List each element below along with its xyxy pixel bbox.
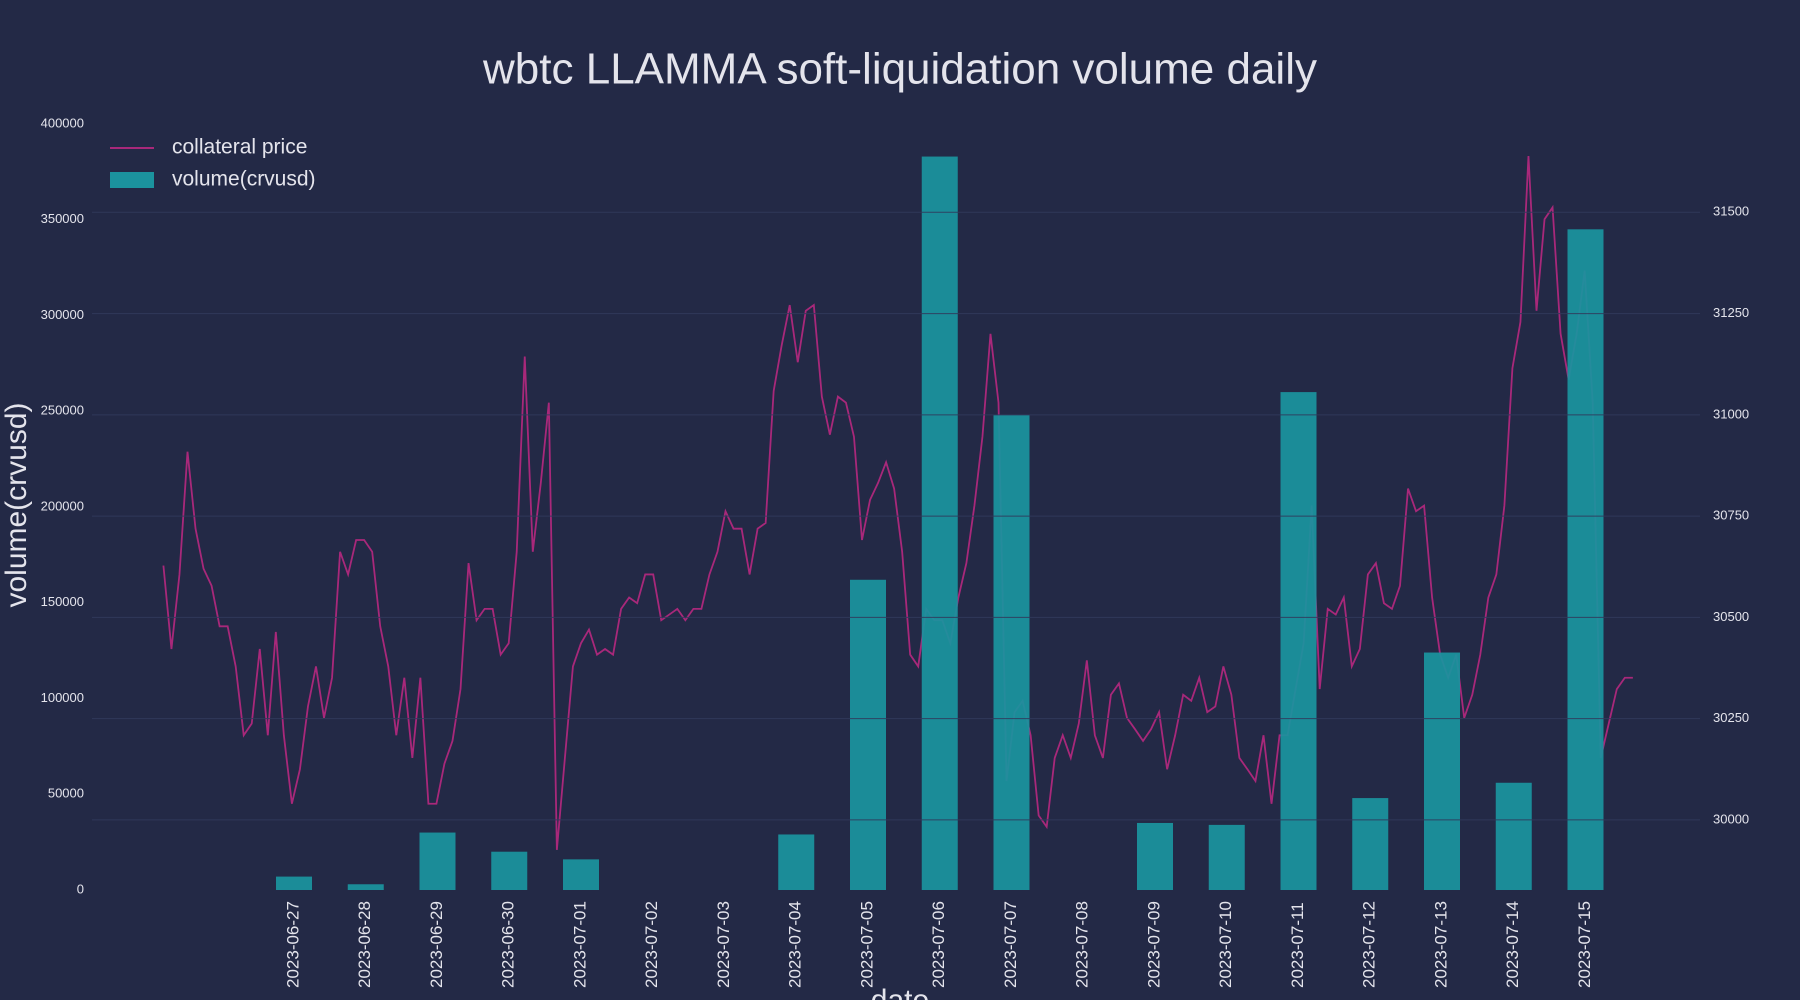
x-tick-label: 2023-07-06 (929, 901, 948, 988)
chart-title: wbtc LLAMMA soft-liquidation volume dail… (482, 45, 1317, 94)
x-tick-label: 2023-06-27 (283, 901, 302, 988)
bar (921, 156, 958, 890)
y-tick-label: 200000 (41, 498, 84, 513)
bar (850, 579, 886, 890)
y-tick-label: 50000 (48, 786, 84, 801)
x-axis-label: date (871, 984, 929, 1000)
y-tick-label: 250000 (41, 403, 84, 418)
y2-tick-label: 31250 (1713, 305, 1749, 320)
bar (993, 415, 1030, 890)
y-tick-label: 0 (77, 881, 84, 896)
y-tick-label: 100000 (41, 690, 84, 705)
x-tick-label: 2023-07-11 (1288, 902, 1307, 988)
bar (276, 876, 312, 890)
x-tick-label: 2023-07-05 (857, 901, 876, 988)
x-tick-label: 2023-07-02 (642, 901, 661, 988)
bar (1137, 822, 1173, 890)
bar (1280, 392, 1317, 890)
x-tick-label: 2023-07-13 (1431, 901, 1450, 988)
y-axis-label: volume(crvusd) (0, 402, 33, 607)
y2-tick-label: 30250 (1713, 710, 1749, 725)
x-tick-label: 2023-06-28 (355, 901, 374, 988)
x-tick-label: 2023-07-04 (786, 901, 805, 988)
bar (563, 859, 599, 890)
bar (1424, 652, 1460, 890)
x-tick-label: 2023-07-15 (1575, 901, 1594, 988)
x-tick-label: 2023-07-03 (714, 901, 733, 988)
y-tick-label: 300000 (41, 307, 84, 322)
y2-tick-label: 30000 (1713, 811, 1749, 826)
legend-label: volume(crvusd) (172, 168, 316, 191)
legend-label: collateral price (172, 136, 307, 159)
x-tick-label: 2023-07-09 (1144, 901, 1163, 988)
y-tick-label: 400000 (41, 115, 84, 130)
y2-tick-label: 30750 (1713, 508, 1749, 523)
y2-tick-label: 31000 (1713, 406, 1749, 421)
bar (778, 834, 815, 890)
bar (1495, 782, 1532, 890)
y-tick-label: 150000 (41, 594, 84, 609)
x-tick-label: 2023-07-14 (1503, 901, 1522, 988)
bar (347, 884, 384, 890)
y2-tick-label: 30500 (1713, 609, 1749, 624)
x-tick-label: 2023-07-10 (1216, 901, 1235, 988)
bar (1208, 824, 1245, 890)
x-tick-label: 2023-07-01 (570, 901, 589, 988)
x-tick-label: 2023-07-08 (1073, 901, 1092, 988)
bar (1352, 798, 1389, 890)
price-line (162, 155, 1633, 850)
x-tick-label: 2023-06-30 (499, 901, 518, 988)
legend-swatch (110, 172, 154, 188)
bar (491, 851, 528, 890)
x-tick-label: 2023-07-07 (1001, 901, 1020, 988)
y2-tick-label: 31500 (1713, 204, 1749, 219)
y-tick-label: 350000 (41, 211, 84, 226)
bar (1567, 229, 1604, 890)
x-tick-label: 2023-07-12 (1360, 901, 1379, 988)
x-tick-label: 2023-06-29 (427, 901, 446, 988)
bar (419, 832, 456, 890)
